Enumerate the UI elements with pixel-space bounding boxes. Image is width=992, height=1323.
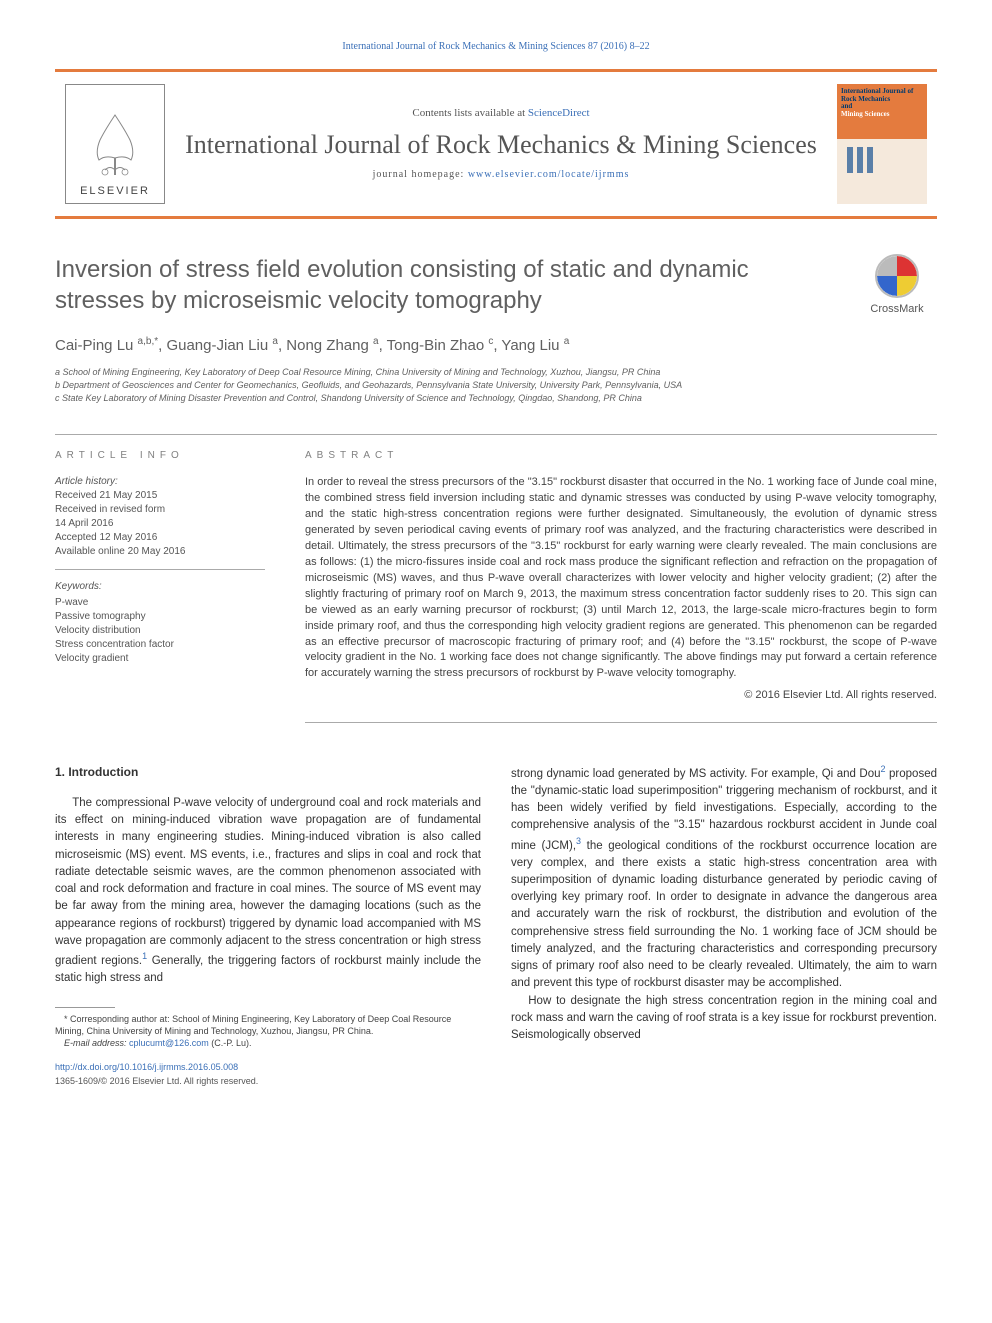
journal-title: International Journal of Rock Mechanics … — [175, 129, 827, 160]
homepage-prefix: journal homepage: — [373, 169, 468, 180]
keyword: Velocity distribution — [55, 624, 265, 638]
history-heading: Article history: — [55, 475, 265, 489]
corresponding-author-note: * Corresponding author at: School of Min… — [55, 1014, 481, 1037]
body-column-left: 1. Introduction The compressional P-wave… — [55, 763, 481, 1089]
crossmark-widget[interactable]: CrossMark — [857, 254, 937, 317]
affiliation-b: b Department of Geosciences and Center f… — [55, 379, 937, 392]
doi-link[interactable]: http://dx.doi.org/10.1016/j.ijrmms.2016.… — [55, 1062, 238, 1072]
history-line: Accepted 12 May 2016 — [55, 531, 265, 545]
history-line: Available online 20 May 2016 — [55, 545, 265, 559]
crossmark-label: CrossMark — [857, 302, 937, 317]
keywords-heading: Keywords: — [55, 580, 265, 594]
section-1-heading: 1. Introduction — [55, 763, 481, 781]
keyword: Velocity gradient — [55, 652, 265, 666]
cover-line-4: Mining Sciences — [841, 110, 889, 118]
keywords-block: Keywords: P-wave Passive tomography Velo… — [55, 580, 265, 666]
history-line: Received 21 May 2015 — [55, 489, 265, 503]
doi-block: http://dx.doi.org/10.1016/j.ijrmms.2016.… — [55, 1061, 481, 1088]
article-title: Inversion of stress field evolution cons… — [55, 254, 837, 316]
body-column-right: strong dynamic load generated by MS acti… — [511, 763, 937, 1089]
issn-copyright-line: 1365-1609/© 2016 Elsevier Ltd. All right… — [55, 1076, 258, 1086]
journal-header: ELSEVIER Contents lists available at Sci… — [55, 69, 937, 219]
elsevier-tree-icon — [85, 110, 145, 180]
publisher-logo: ELSEVIER — [65, 84, 165, 204]
abstract-copyright: © 2016 Elsevier Ltd. All rights reserved… — [305, 688, 937, 722]
publisher-name: ELSEVIER — [80, 184, 150, 199]
homepage-link[interactable]: www.elsevier.com/locate/ijrmms — [468, 169, 630, 180]
footnote-separator — [55, 1007, 115, 1008]
affiliations-block: a School of Mining Engineering, Key Labo… — [55, 366, 937, 404]
journal-cover-thumbnail: International Journal of Rock Mechanics … — [837, 84, 927, 204]
history-line: 14 April 2016 — [55, 517, 265, 531]
body-paragraph: strong dynamic load generated by MS acti… — [511, 763, 937, 993]
contents-available-line: Contents lists available at ScienceDirec… — [175, 106, 827, 121]
abstract-text: In order to reveal the stress precursors… — [305, 475, 937, 682]
affiliation-c: c State Key Laboratory of Mining Disaste… — [55, 392, 937, 405]
contents-prefix: Contents lists available at — [412, 107, 527, 119]
author-email-link[interactable]: cplucumt@126.com — [129, 1038, 209, 1048]
keyword: P-wave — [55, 596, 265, 610]
history-line: Received in revised form — [55, 503, 265, 517]
email-footnote: E-mail address: cplucumt@126.com (C.-P. … — [55, 1038, 481, 1050]
article-history: Article history: Received 21 May 2015 Re… — [55, 475, 265, 570]
body-paragraph: The compressional P-wave velocity of und… — [55, 795, 481, 988]
article-info-label: ARTICLE INFO — [55, 449, 265, 463]
sciencedirect-link[interactable]: ScienceDirect — [528, 107, 590, 119]
crossmark-icon — [875, 254, 919, 298]
journal-homepage-line: journal homepage: www.elsevier.com/locat… — [175, 168, 827, 182]
author-list: Cai-Ping Lu a,b,*, Guang-Jian Liu a, Non… — [55, 335, 937, 356]
body-paragraph: How to designate the high stress concent… — [511, 993, 937, 1045]
keyword: Passive tomography — [55, 610, 265, 624]
running-header: International Journal of Rock Mechanics … — [55, 40, 937, 54]
email-label: E-mail address: — [64, 1038, 129, 1048]
abstract-label: ABSTRACT — [305, 449, 937, 463]
affiliation-a: a School of Mining Engineering, Key Labo… — [55, 366, 937, 379]
email-author-suffix: (C.-P. Lu). — [209, 1038, 252, 1048]
keyword: Stress concentration factor — [55, 638, 265, 652]
